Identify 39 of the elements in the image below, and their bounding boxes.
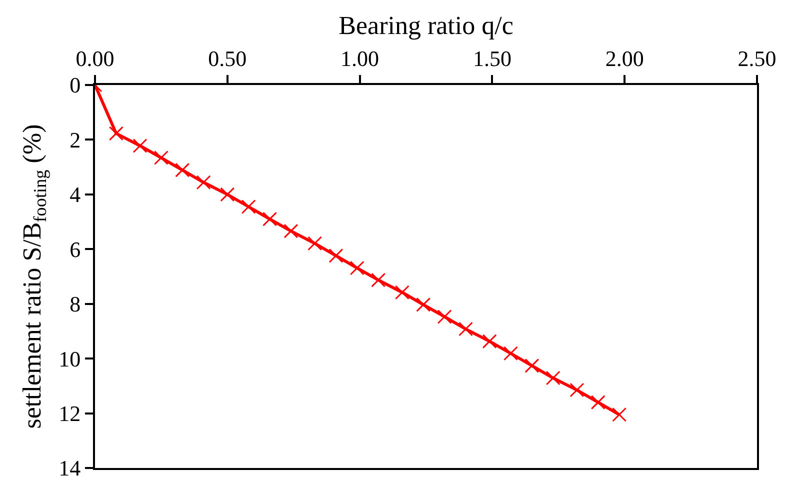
x-tick-label: 1.00 (340, 46, 380, 72)
point (108, 126, 124, 141)
point (503, 346, 518, 361)
point (220, 187, 235, 202)
point (175, 162, 190, 178)
x-tick-label: 2.00 (605, 46, 644, 72)
y-tick-label: 14 (58, 456, 81, 481)
y-tick-label: 12 (58, 400, 81, 426)
point (482, 334, 497, 349)
point (284, 224, 298, 238)
point (154, 150, 168, 166)
y-tick-label: 2 (70, 127, 81, 152)
point (612, 407, 627, 422)
point (524, 358, 540, 373)
point (416, 297, 431, 312)
point (308, 236, 322, 251)
x-tick-label: 1.50 (472, 46, 512, 72)
point (132, 138, 148, 153)
point (196, 175, 211, 190)
point (371, 272, 386, 288)
y-tick-label: 10 (58, 346, 81, 372)
y-tick-label: 6 (70, 236, 81, 262)
x-tick-label: 0.50 (208, 46, 247, 72)
x-tick-label: 2.50 (738, 46, 776, 72)
y-tick-label: 4 (70, 182, 81, 208)
point (546, 370, 560, 386)
point (241, 199, 256, 214)
point (262, 212, 278, 226)
x-axis-title: Bearing ratio q/c (338, 11, 514, 40)
y-tick-label: 0 (70, 72, 81, 98)
point (590, 395, 606, 410)
point (458, 322, 473, 336)
y-tick-label: 8 (70, 292, 81, 317)
point (437, 309, 452, 324)
point (570, 382, 584, 398)
point (350, 260, 364, 276)
x-tick-label: 0.00 (76, 46, 114, 72)
point (394, 285, 410, 300)
point (328, 248, 344, 263)
